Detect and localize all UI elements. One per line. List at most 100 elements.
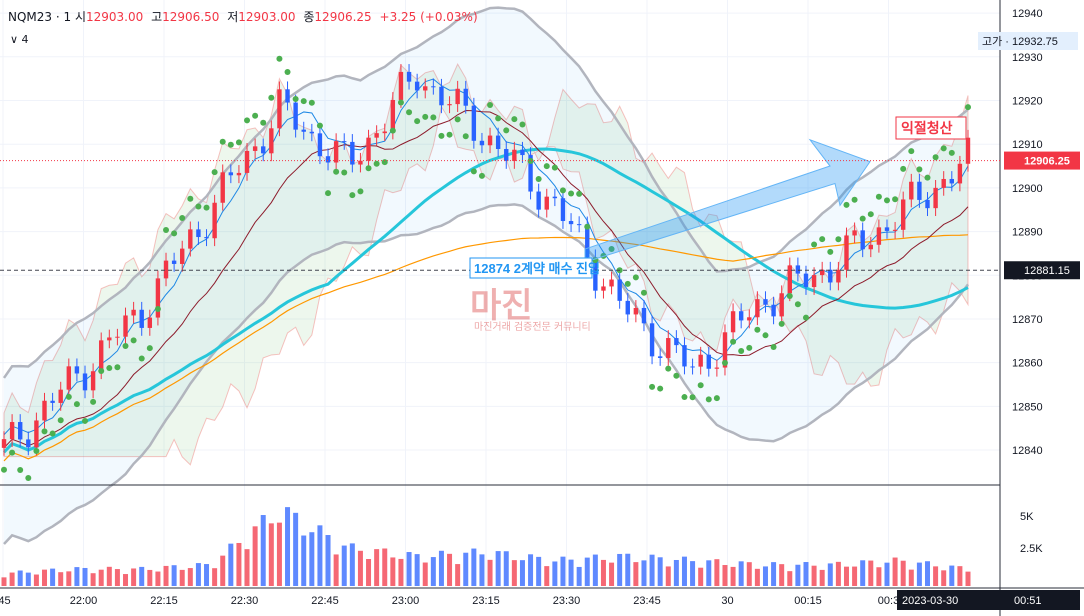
psar-dot [252, 112, 259, 119]
psar-dot [551, 164, 558, 171]
psar-dot [948, 149, 955, 156]
high-tag-text: 고가 · 12932.75 [982, 35, 1058, 48]
candle [625, 300, 630, 315]
candle [860, 230, 865, 250]
candle [560, 198, 566, 222]
candle [593, 257, 598, 291]
psar-dot [762, 332, 769, 339]
volume-bar [66, 571, 72, 586]
volume-bar [617, 553, 623, 586]
candle [244, 150, 250, 173]
psar-dot [219, 138, 226, 145]
candle [155, 278, 161, 318]
candle [261, 146, 266, 154]
psar-dot [568, 190, 575, 197]
psar-dot [811, 241, 818, 248]
candle [163, 260, 169, 279]
volume-bar [33, 574, 39, 586]
psar-dot [640, 289, 647, 296]
psar-dot [203, 204, 210, 211]
volume-bar [406, 552, 412, 586]
volume-bar [868, 560, 874, 586]
trade-arrow-shape [584, 138, 871, 263]
psar-dot [349, 192, 356, 199]
volume-bar [787, 571, 793, 586]
candle [504, 148, 509, 161]
candle [892, 229, 898, 231]
volume-bar [195, 563, 201, 586]
psar-dot [883, 197, 890, 204]
candle [204, 237, 209, 239]
candle [269, 128, 274, 154]
volume-bar [455, 564, 461, 586]
volume-bar [341, 545, 347, 586]
candle [698, 354, 703, 367]
time-badge-time: 00:51 [1014, 595, 1042, 607]
psar-dot [373, 160, 380, 167]
volume-bar [212, 568, 218, 586]
psar-dot [730, 338, 737, 345]
candle [941, 178, 946, 188]
candle [641, 307, 647, 324]
candle [1, 439, 7, 448]
psar-dot [859, 215, 866, 222]
x-tick-label: 22:45 [311, 595, 339, 607]
candle [617, 279, 622, 301]
volume-bar [843, 566, 849, 586]
psar-dot [519, 121, 526, 128]
psar-dot [381, 159, 388, 166]
volume-bar [641, 560, 647, 586]
ma-line [2, 147, 969, 454]
candle [552, 196, 558, 199]
psar-dot [122, 343, 129, 350]
candle [852, 230, 857, 236]
candle [277, 89, 282, 129]
candle [423, 86, 428, 91]
psar-dot [802, 314, 809, 321]
volume-bar [366, 559, 372, 586]
candle [576, 224, 582, 226]
volume-bar [309, 532, 315, 586]
psar-dot [171, 230, 178, 237]
psar-dot [454, 116, 461, 123]
volume-bar [762, 566, 768, 586]
candle [212, 202, 217, 239]
candle [601, 286, 606, 291]
psar-dot [25, 474, 32, 481]
psar-dot [268, 94, 275, 101]
bollinger-bands [2, 6, 969, 545]
candle [350, 141, 355, 165]
entry-label: 12874 2계약 매수 진입 [474, 261, 600, 276]
volume-bar [738, 561, 744, 586]
candle [293, 102, 298, 130]
psar-dot [689, 394, 696, 401]
volume-bar [908, 569, 914, 586]
psar-dot [705, 396, 712, 403]
volume-bar [698, 567, 704, 586]
y-tick-label: 12930 [1012, 52, 1043, 64]
volume-bar [633, 562, 639, 586]
volume-bar [25, 572, 31, 586]
bb-fill [4, 7, 968, 544]
psar-dot [673, 372, 680, 379]
indicator-toggle[interactable]: ∨ 4 [10, 33, 29, 46]
volume-bar [803, 562, 809, 586]
psar-dot [389, 127, 396, 134]
psar-dot [98, 367, 105, 374]
psar-dot [446, 131, 453, 138]
candle [131, 309, 136, 316]
psar-dot [535, 176, 542, 183]
volume-bar [819, 569, 825, 586]
current-price-text: 12906.25 [1024, 156, 1070, 168]
psar-dot [422, 113, 429, 120]
time-badge-date: 2023-03-30 [902, 595, 958, 607]
psar-dot [843, 201, 850, 208]
volume-tick-label: 2.5K [1020, 543, 1043, 555]
volume-bar [665, 566, 671, 586]
candle [479, 140, 485, 146]
psar-dot [786, 292, 793, 299]
volume-bar [114, 569, 120, 586]
candle [795, 265, 801, 274]
volume-bar [163, 565, 169, 586]
